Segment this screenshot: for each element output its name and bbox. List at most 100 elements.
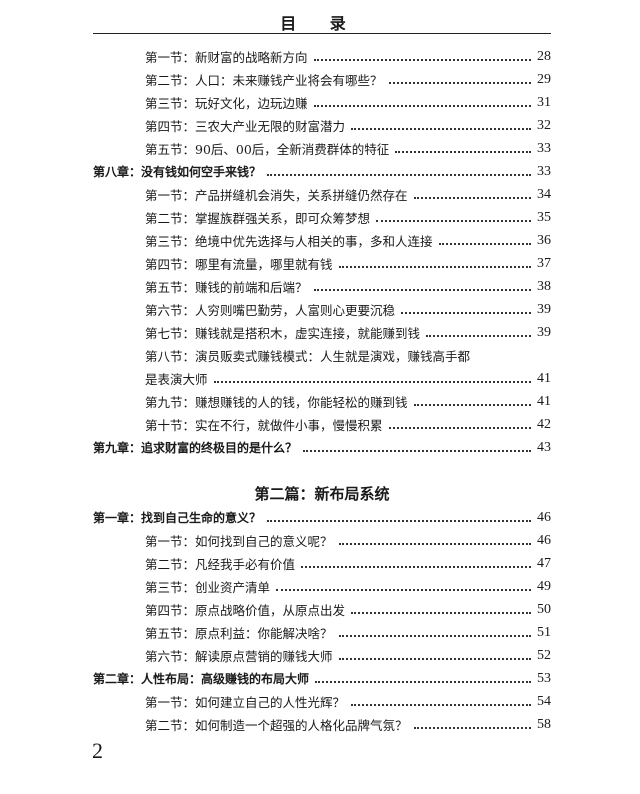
dot-leader <box>338 634 531 637</box>
entry-label: 第一节：新财富的战略新方向 <box>145 50 308 65</box>
toc-section-entry[interactable]: 第二节：人口：未来赚钱产业将会有哪些？ 29 <box>93 68 551 91</box>
entry-page-number: 49 <box>537 578 551 594</box>
toc-chapter-entry[interactable]: 第二章：人性布局：高级赚钱的布局大师 53 <box>93 667 551 690</box>
dot-leader <box>313 104 531 107</box>
entry-label: 第二节：掌握族群强关系，即可众筹梦想 <box>145 211 371 226</box>
toc-section-entry[interactable]: 第二节：如何制造一个超强的人格化品牌气氛？ 58 <box>93 713 551 736</box>
toc-section-entry[interactable]: 第十节：实在不行，就做件小事，慢慢积累 42 <box>93 413 551 436</box>
page-number: 2 <box>92 738 103 763</box>
toc-section-entry[interactable]: 第四节：原点战略价值，从原点出发 50 <box>93 598 551 621</box>
entry-page-number: 34 <box>537 186 551 202</box>
header-rule <box>93 33 551 34</box>
entry-label: 第四节：哪里有流量，哪里就有钱 <box>145 257 333 272</box>
toc-section-entry[interactable]: 第五节：赚钱的前端和后端？ 38 <box>93 275 551 298</box>
entry-page-number: 41 <box>537 393 551 409</box>
dot-leader <box>351 703 531 706</box>
toc-section-entry[interactable]: 第五节：原点利益：你能解决啥？ 51 <box>93 621 551 644</box>
entry-label: 第四节：原点战略价值，从原点出发 <box>145 603 346 618</box>
dot-leader <box>376 219 531 222</box>
entry-label: 第一节：如何建立自己的人性光辉？ <box>145 695 346 710</box>
toc-section-entry[interactable]: 第三节：创业资产清单 49 <box>93 575 551 598</box>
dot-leader <box>338 542 531 545</box>
entry-page-number: 51 <box>537 624 551 640</box>
dot-leader <box>338 265 531 268</box>
entry-label: 第九章：追求财富的终极目的是什么？ <box>93 441 298 455</box>
toc-section-entry[interactable]: 第三节：玩好文化，边玩边赚 31 <box>93 91 551 114</box>
entry-page-number: 33 <box>537 140 551 156</box>
toc-chapter-entry[interactable]: 第九章：追求财富的终极目的是什么？ 43 <box>93 436 551 459</box>
dot-leader <box>267 173 531 176</box>
dot-leader <box>351 127 531 130</box>
entry-label: 第八节：演员贩卖式赚钱模式：人生就是演戏，赚钱高手都 <box>145 349 471 364</box>
toc-chapter-entry[interactable]: 第八章：没有钱如何空手来钱？ 33 <box>93 160 551 183</box>
dot-leader <box>395 150 531 153</box>
entry-label: 第三节：绝境中优先选择与人相关的事，多和人连接 <box>145 234 433 249</box>
entry-page-number: 36 <box>537 232 551 248</box>
entry-page-number: 28 <box>537 48 551 64</box>
table-of-contents: 第一节：新财富的战略新方向 28 第二节：人口：未来赚钱产业将会有哪些？ 29 第三节：… <box>93 45 551 736</box>
toc-section-entry[interactable]: 第一节：如何建立自己的人性光辉？ 54 <box>93 690 551 713</box>
entry-label: 第五节：原点利益：你能解决啥？ <box>145 626 333 641</box>
entry-label: 第一章：找到自己生命的意义？ <box>93 511 262 525</box>
dot-leader <box>315 680 531 683</box>
entry-page-number: 47 <box>537 555 551 571</box>
toc-list-part-two: 第一章：找到自己生命的意义？ 46 第一节：如何找到自己的意义呢？ 46 第二节：凡经我… <box>93 506 551 736</box>
entry-label: 第七节：赚钱就是搭积木，虚实连接，就能赚到钱 <box>145 326 421 341</box>
dot-leader <box>351 611 531 614</box>
dot-leader <box>313 58 531 61</box>
entry-label: 第二节：人口：未来赚钱产业将会有哪些？ <box>145 73 383 88</box>
entry-page-number: 46 <box>537 532 551 548</box>
toc-section-entry[interactable]: 第一节：如何找到自己的意义呢？ 46 <box>93 529 551 552</box>
toc-section-entry[interactable]: 是表演大师 41 <box>93 367 551 390</box>
toc-section-entry[interactable]: 第八节：演员贩卖式赚钱模式：人生就是演戏，赚钱高手都 <box>93 344 551 367</box>
entry-label: 第四节：三农大产业无限的财富潜力 <box>145 119 346 134</box>
entry-page-number: 33 <box>537 163 551 179</box>
toc-title: 目 录 <box>280 14 360 33</box>
entry-label: 第九节：赚想赚钱的人的钱，你能轻松的赚到钱 <box>145 395 408 410</box>
entry-page-number: 50 <box>537 601 551 617</box>
dot-leader <box>426 334 531 337</box>
entry-label: 第二节：如何制造一个超强的人格化品牌气氛？ <box>145 718 408 733</box>
toc-section-entry[interactable]: 第四节：哪里有流量，哪里就有钱 37 <box>93 252 551 275</box>
toc-list-part-one: 第一节：新财富的战略新方向 28 第二节：人口：未来赚钱产业将会有哪些？ 29 第三节：… <box>93 45 551 459</box>
dot-leader <box>267 519 531 522</box>
entry-page-number: 35 <box>537 209 551 225</box>
toc-section-entry[interactable]: 第四节：三农大产业无限的财富潜力 32 <box>93 114 551 137</box>
toc-section-entry[interactable]: 第五节：90后、00后，全新消费群体的特征 33 <box>93 137 551 160</box>
entry-page-number: 43 <box>537 439 551 455</box>
dot-leader <box>413 196 531 199</box>
toc-section-entry[interactable]: 第二节：掌握族群强关系，即可众筹梦想 35 <box>93 206 551 229</box>
toc-chapter-entry[interactable]: 第一章：找到自己生命的意义？ 46 <box>93 506 551 529</box>
entry-page-number: 58 <box>537 716 551 732</box>
entry-page-number: 31 <box>537 94 551 110</box>
entry-label: 第三节：创业资产清单 <box>145 580 271 595</box>
dot-leader <box>303 449 531 452</box>
dot-leader <box>301 565 531 568</box>
entry-page-number: 42 <box>537 416 551 432</box>
entry-label: 第二章：人性布局：高级赚钱的布局大师 <box>93 672 310 686</box>
entry-label: 第六节：解读原点营销的赚钱大师 <box>145 649 333 664</box>
dot-leader <box>413 726 531 729</box>
dot-leader <box>313 288 531 291</box>
toc-section-entry[interactable]: 第二节：凡经我手必有价值 47 <box>93 552 551 575</box>
toc-section-entry[interactable]: 第六节：人穷则嘴巴勤劳，人富则心更要沉稳 39 <box>93 298 551 321</box>
dot-leader <box>388 426 531 429</box>
toc-section-entry[interactable]: 第七节：赚钱就是搭积木，虚实连接，就能赚到钱 39 <box>93 321 551 344</box>
entry-label: 第二节：凡经我手必有价值 <box>145 557 296 572</box>
toc-section-entry[interactable]: 第一节：产品拼缝机会消失，关系拼缝仍然存在 34 <box>93 183 551 206</box>
entry-page-number: 29 <box>537 71 551 87</box>
dot-leader <box>438 242 531 245</box>
toc-section-entry[interactable]: 第六节：解读原点营销的赚钱大师 52 <box>93 644 551 667</box>
entry-label: 第六节：人穷则嘴巴勤劳，人富则心更要沉稳 <box>145 303 396 318</box>
dot-leader <box>413 403 531 406</box>
entry-label: 第一节：如何找到自己的意义呢？ <box>145 534 333 549</box>
entry-page-number: 38 <box>537 278 551 294</box>
entry-label: 第五节：赚钱的前端和后端？ <box>145 280 308 295</box>
toc-section-entry[interactable]: 第三节：绝境中优先选择与人相关的事，多和人连接 36 <box>93 229 551 252</box>
entry-label: 第十节：实在不行，就做件小事，慢慢积累 <box>145 418 383 433</box>
entry-label: 是表演大师 <box>145 372 208 387</box>
toc-section-entry[interactable]: 第一节：新财富的战略新方向 28 <box>93 45 551 68</box>
dot-leader <box>401 311 531 314</box>
dot-leader <box>276 588 531 591</box>
toc-section-entry[interactable]: 第九节：赚想赚钱的人的钱，你能轻松的赚到钱 41 <box>93 390 551 413</box>
